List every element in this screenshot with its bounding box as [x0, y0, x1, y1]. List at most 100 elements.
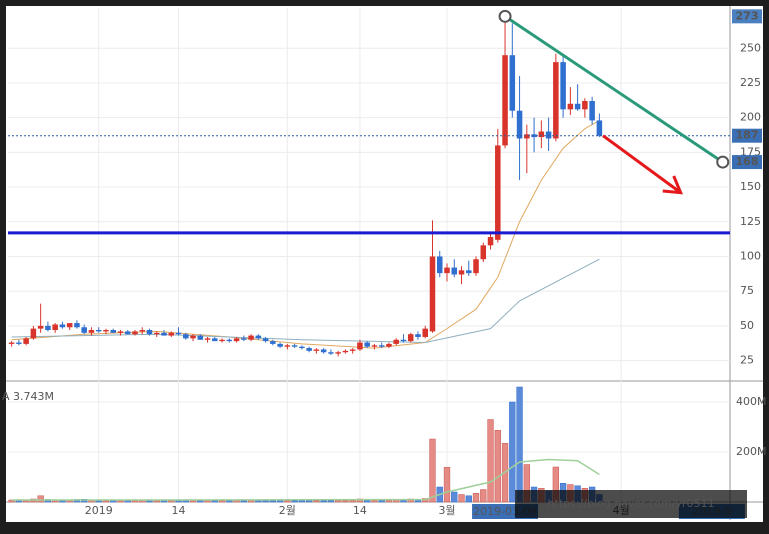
- candle-body: [262, 338, 269, 342]
- volume-bar: [269, 500, 277, 503]
- price-marker-label: 168: [736, 155, 759, 168]
- candle-body: [538, 131, 545, 138]
- y-tick-label: 75: [740, 284, 754, 297]
- candle-body: [306, 348, 312, 351]
- candle-body: [37, 325, 44, 329]
- candle-body: [509, 55, 516, 111]
- y-tick-label: 200M: [736, 445, 767, 458]
- candle-body: [161, 332, 167, 336]
- candle-body: [81, 327, 87, 333]
- volume-bar: [211, 500, 218, 503]
- price-marker-box: [732, 155, 762, 170]
- candle-body: [422, 328, 428, 337]
- candle-body: [516, 110, 523, 139]
- candle-body: [386, 343, 392, 347]
- candle-body: [110, 330, 116, 333]
- candle-body: [30, 328, 37, 339]
- x-tick-label: 14: [172, 504, 186, 517]
- volume-bar: [320, 500, 327, 503]
- volume-ma-line: [11, 458, 600, 501]
- volume-bar: [429, 438, 436, 503]
- price-marker-box: [732, 9, 762, 24]
- candle-body: [299, 346, 305, 349]
- y-tick-label: 50: [740, 319, 754, 332]
- volume-bar: [313, 500, 320, 503]
- candle-body: [175, 332, 182, 335]
- candle-body: [589, 101, 595, 121]
- candle-body: [378, 345, 385, 347]
- candle-body: [545, 131, 552, 139]
- y-tick-label: 200: [740, 111, 761, 124]
- x-tick-label: 14: [353, 504, 367, 517]
- candle-body: [45, 325, 51, 331]
- candle-body: [429, 256, 436, 332]
- candle-body: [52, 324, 58, 331]
- candle-body: [480, 245, 487, 260]
- volume-bar: [218, 500, 226, 503]
- volume-bar: [494, 430, 501, 503]
- volume-bar: [451, 491, 458, 503]
- candle-body: [248, 335, 254, 340]
- candle-body: [407, 334, 414, 342]
- candle-body: [212, 338, 218, 342]
- candle-body: [190, 335, 196, 339]
- candle-body: [95, 330, 102, 332]
- volume-bar: [284, 500, 291, 503]
- candle-body: [531, 134, 537, 138]
- candle-body: [88, 330, 95, 333]
- candle-body: [328, 352, 334, 354]
- candle-body: [560, 62, 566, 110]
- y-tick-label: 400M: [736, 395, 767, 408]
- x-tick-label: 2019: [85, 504, 113, 517]
- candle-body: [291, 345, 298, 347]
- candle-body: [371, 345, 378, 347]
- candle-body: [466, 270, 472, 274]
- candle-body: [124, 331, 131, 335]
- arrow-line: [602, 134, 682, 194]
- candle-body: [277, 343, 283, 347]
- x-tick-label: 3월: [438, 504, 455, 517]
- volume-bar: [291, 500, 298, 503]
- candle-body: [582, 101, 588, 110]
- candle-body: [495, 145, 501, 240]
- candle-body: [59, 324, 66, 328]
- candle-body: [567, 103, 574, 110]
- trend-handle: [716, 155, 730, 169]
- candle-body: [226, 339, 233, 342]
- candle-body: [364, 342, 370, 347]
- volume-bar: [197, 500, 204, 503]
- candle-body: [313, 349, 320, 351]
- candle-body: [233, 338, 240, 342]
- candle-body: [103, 330, 109, 332]
- candle-body: [168, 332, 175, 336]
- volume-bar: [305, 500, 313, 503]
- volume-bar: [298, 500, 306, 503]
- candle-body: [16, 342, 22, 344]
- volume-bar: [37, 495, 44, 503]
- candle-body: [335, 352, 341, 354]
- price-marker-label: 187: [736, 129, 759, 142]
- candle-body: [553, 62, 559, 139]
- candle-body: [342, 350, 349, 353]
- volume-bar: [378, 500, 385, 503]
- volume-bar: [385, 500, 393, 503]
- y-tick-label: 125: [740, 215, 761, 228]
- candle-body: [284, 345, 291, 347]
- candle-body: [204, 338, 211, 340]
- candle-body: [255, 335, 262, 339]
- candle-body: [66, 323, 73, 328]
- price-marker-label: 273: [736, 9, 759, 22]
- watermark: https://blog.naver.com/yr0511: [548, 497, 715, 510]
- trend-line: [504, 15, 724, 164]
- candle-body: [146, 330, 153, 335]
- volume-bar: [335, 500, 342, 503]
- candle-body: [74, 323, 80, 328]
- candle-body: [393, 339, 399, 344]
- candle-body: [436, 256, 443, 274]
- volume-bar: [509, 401, 516, 503]
- volume-bar: [262, 500, 269, 503]
- volume-bar: [480, 489, 487, 503]
- candle-body: [400, 339, 407, 342]
- volume-bar: [487, 419, 494, 503]
